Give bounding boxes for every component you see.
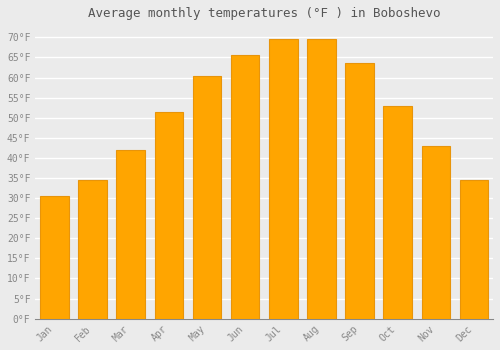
- Bar: [422, 146, 450, 318]
- Title: Average monthly temperatures (°F ) in Boboshevo: Average monthly temperatures (°F ) in Bo…: [88, 7, 441, 20]
- Bar: [154, 112, 183, 318]
- Bar: [231, 55, 260, 318]
- Bar: [460, 180, 488, 318]
- Bar: [116, 150, 145, 318]
- Bar: [384, 106, 412, 319]
- Bar: [345, 63, 374, 319]
- Bar: [307, 39, 336, 318]
- Bar: [40, 196, 68, 318]
- Bar: [269, 39, 298, 318]
- Bar: [78, 180, 107, 318]
- Bar: [192, 76, 222, 318]
